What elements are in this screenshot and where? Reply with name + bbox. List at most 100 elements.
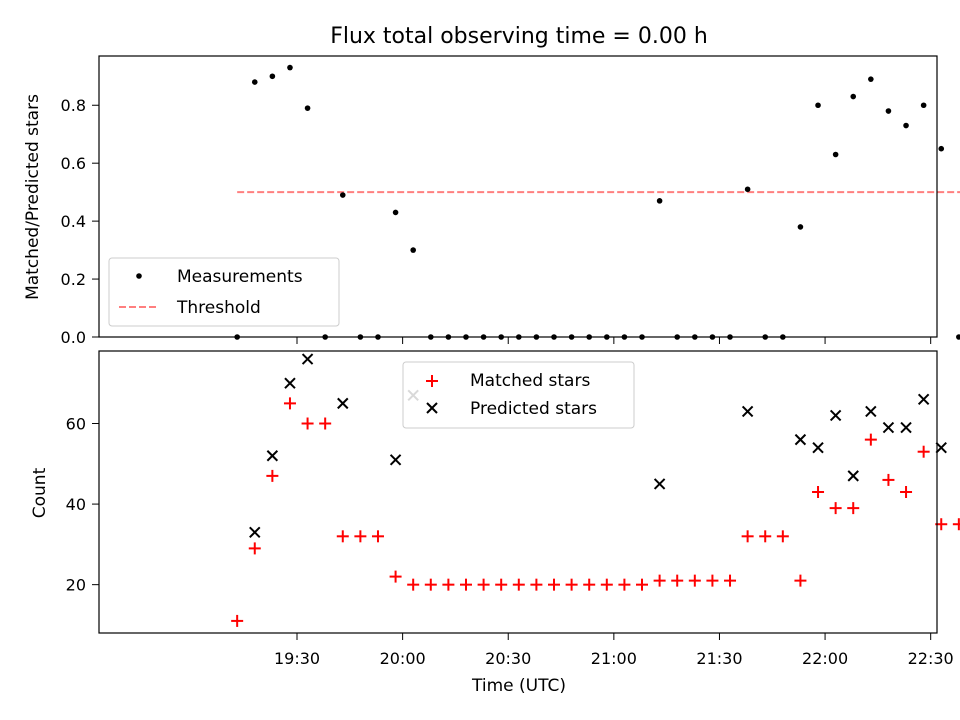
predicted-star-point [389, 454, 402, 466]
x-tick-label: 22:00 [802, 649, 848, 668]
top-y-tick-label: 0.4 [61, 212, 86, 231]
measurement-point [744, 186, 751, 193]
legend-matched-marker [426, 375, 438, 387]
measurement-point [339, 192, 346, 198]
measurement-point [304, 105, 311, 111]
legend-matched-label: Matched stars [470, 371, 590, 391]
matched-star-point [636, 578, 649, 591]
matched-star-point [900, 486, 913, 498]
matched-star-point [407, 578, 420, 591]
matched-star-point [882, 473, 895, 486]
top-y-tick-label: 0.6 [61, 154, 86, 173]
matched-star-point [864, 433, 877, 446]
matched-star-point [618, 578, 631, 591]
matched-star-point [812, 486, 825, 498]
x-tick-label: 20:00 [380, 649, 426, 668]
predicted-star-point [249, 526, 261, 538]
predicted-star-point [337, 397, 349, 410]
measurement-point [850, 93, 857, 100]
matched-star-point [248, 542, 261, 555]
predicted-star-point [266, 450, 279, 462]
predicted-star-point [741, 405, 754, 418]
matched-star-point [548, 578, 561, 591]
measurement-point [832, 151, 839, 158]
predicted-star-point [847, 470, 859, 482]
bottom-y-tick-label: 40 [66, 495, 86, 514]
predicted-star-point [935, 441, 947, 454]
legend-measurements-marker [136, 273, 142, 279]
bottom-axes-frame [98, 350, 938, 634]
matched-star-point [565, 578, 578, 591]
measurement-point [251, 79, 258, 85]
matched-star-point [759, 530, 772, 543]
measurement-point [815, 102, 821, 109]
legend-predicted-marker [426, 402, 438, 414]
matched-star-point [231, 614, 244, 627]
predicted-star-point [917, 393, 930, 406]
matched-star-point [371, 530, 384, 543]
predicted-star-point [653, 478, 666, 490]
measurement-point [868, 76, 874, 82]
matched-star-point [741, 530, 754, 543]
matched-star-point [301, 417, 314, 430]
measurement-point [287, 64, 293, 71]
matched-star-point [283, 397, 296, 410]
matched-star-point [653, 574, 666, 587]
bottom-legend: Matched stars Predicted stars [402, 361, 635, 429]
matched-star-point [424, 578, 437, 591]
bottom-y-tick-label: 20 [66, 576, 86, 595]
top-legend: Measurements Threshold [108, 257, 340, 327]
top-y-tick-label: 0.0 [61, 328, 86, 347]
bottom-y-axis-label: Count [30, 467, 50, 518]
measurement-point [938, 145, 945, 152]
measurement-point [269, 73, 276, 80]
matched-star-point [776, 530, 789, 543]
matched-star-point [847, 502, 860, 515]
measurement-point [797, 224, 804, 230]
predicted-star-point [301, 353, 314, 365]
matched-star-point [688, 574, 701, 587]
count-panel: Count Time (UTC) 19:30 20:00 20:30 21:00 21:… [30, 350, 960, 696]
measurement-point [410, 247, 416, 253]
predicted-star-point [829, 409, 842, 422]
matched-star-point [794, 574, 807, 587]
matched-star-point [600, 578, 613, 591]
measurement-point [656, 198, 663, 204]
matched-star-point [583, 578, 596, 591]
predicted-star-point [284, 377, 296, 389]
legend-predicted-label: Predicted stars [470, 399, 597, 419]
matched-star-point [266, 469, 279, 482]
bottom-y-tick-label: 60 [66, 415, 86, 434]
bottom-marks: 19:30 20:00 20:30 21:00 21:30 22:00 22:30 20 40 6… [66, 353, 960, 668]
predicted-star-point [812, 441, 824, 454]
x-tick-label: 22:30 [908, 649, 954, 668]
matched-star-point [459, 578, 472, 591]
matched-star-point [671, 574, 684, 587]
top-y-tick-label: 0.8 [61, 96, 86, 115]
matched-star-point [530, 578, 543, 591]
legend-measurements-label: Measurements [177, 267, 303, 287]
predicted-star-point [865, 405, 877, 418]
matched-star-point [917, 445, 930, 458]
top-y-tick-label: 0.2 [61, 270, 86, 289]
legend-threshold-label: Threshold [176, 298, 261, 318]
matched-star-point [477, 578, 490, 591]
bottom-legend-box [402, 361, 635, 429]
matched-star-point [952, 518, 960, 531]
measurement-point [885, 108, 892, 114]
top-y-axis-label: Matched/Predicted stars [23, 94, 43, 300]
matched-star-point [512, 578, 525, 591]
matched-star-point [495, 578, 508, 591]
matched-star-point [319, 417, 332, 430]
measurement-point [920, 102, 927, 109]
top-axes-frame [98, 55, 938, 338]
measurement-point [392, 209, 399, 216]
x-tick-label: 21:30 [696, 649, 742, 668]
matched-star-point [389, 570, 402, 583]
top-legend-box [108, 257, 340, 327]
matched-star-point [829, 502, 842, 515]
x-tick-label: 21:00 [591, 649, 637, 668]
top-marks: 0.0 0.2 0.4 0.6 0.8 [61, 64, 960, 347]
